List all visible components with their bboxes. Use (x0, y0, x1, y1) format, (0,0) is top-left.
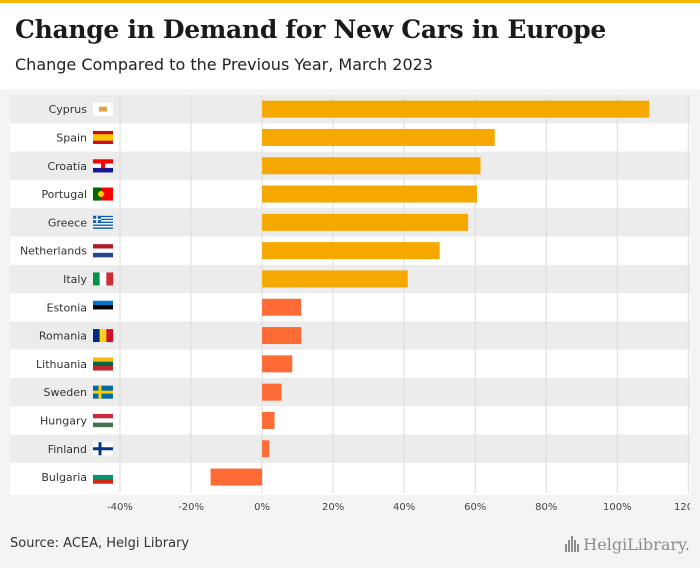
logo-text: HelgiLibrary. (583, 534, 690, 554)
category-label: Sweden (44, 386, 87, 399)
category-label: Bulgaria (41, 471, 87, 484)
bar (262, 298, 302, 316)
lithuania-flag-icon (93, 357, 113, 371)
bar (262, 411, 275, 429)
chart-header: Change in Demand for New Cars in Europe … (0, 3, 700, 89)
library-icon (565, 536, 580, 552)
category-label: Portugal (41, 188, 87, 201)
bar (262, 213, 469, 231)
x-tick-label: 120% (674, 502, 690, 513)
category-label: Lithuania (36, 358, 87, 371)
x-tick-label: 20% (322, 502, 344, 513)
category-label: Romania (39, 330, 87, 343)
category-label: Estonia (47, 301, 88, 314)
x-tick-label: 100% (603, 502, 632, 513)
category-label: Netherlands (20, 245, 87, 258)
x-tick-label: 80% (535, 502, 557, 513)
category-label: Cyprus (49, 103, 88, 116)
croatia-flag-icon (93, 159, 113, 173)
bar (262, 185, 477, 203)
x-tick-label: 40% (393, 502, 415, 513)
greece-flag-icon (93, 215, 113, 229)
netherlands-flag-icon (93, 244, 113, 258)
bar (210, 468, 263, 486)
source-note: Source: ACEA, Helgi Library (10, 536, 190, 551)
helgi-library-logo: HelgiLibrary. (565, 532, 690, 556)
category-label: Italy (63, 273, 87, 286)
row-band (10, 434, 690, 463)
top-accent-bar (0, 0, 700, 3)
sweden-flag-icon (93, 385, 113, 399)
chart-subtitle: Change Compared to the Previous Year, Ma… (15, 55, 433, 74)
bar (262, 440, 270, 458)
bulgaria-flag-icon (93, 470, 113, 484)
bar (262, 157, 481, 175)
bar (262, 128, 495, 146)
x-tick-label: 60% (464, 502, 486, 513)
row-band (10, 321, 690, 350)
portugal-flag-icon (93, 187, 113, 201)
bar (262, 327, 302, 345)
category-label: Croatia (47, 160, 87, 173)
plot-area: -40% -20% 0% 20% 40% 60% 80% 100% 120% Cyprus Spai… (10, 95, 690, 513)
cyprus-flag-icon (93, 102, 113, 116)
spain-flag-icon (93, 130, 113, 144)
bar (262, 242, 440, 260)
category-label: Greece (48, 216, 87, 229)
bar (262, 270, 408, 288)
romania-flag-icon (93, 329, 114, 343)
estonia-flag-icon (93, 300, 113, 314)
category-label: Hungary (40, 414, 87, 427)
row-band (10, 378, 690, 407)
italy-flag-icon (93, 272, 114, 286)
x-tick-label: -40% (107, 502, 133, 513)
category-label: Finland (48, 443, 87, 456)
finland-flag-icon (93, 442, 113, 456)
category-label: Spain (56, 131, 87, 144)
chart-title: Change in Demand for New Cars in Europe (15, 15, 606, 44)
bar-chart: -40% -20% 0% 20% 40% 60% 80% 100% 120% Cyprus Spai… (10, 95, 690, 513)
hungary-flag-icon (93, 413, 113, 428)
bar (262, 100, 650, 118)
x-tick-label: 0% (254, 502, 270, 513)
bar (262, 355, 293, 373)
bar (262, 383, 282, 401)
x-tick-label: -20% (178, 502, 204, 513)
